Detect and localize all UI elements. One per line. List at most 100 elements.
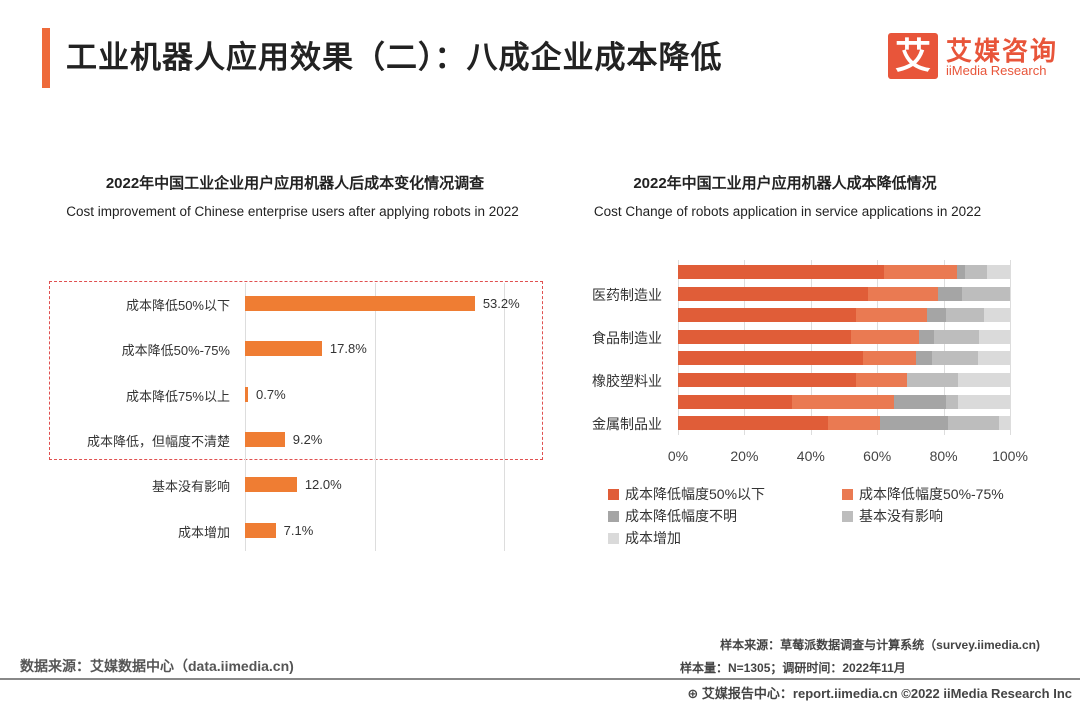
- gridline: [744, 260, 746, 435]
- right-chart-title: 2022年中国工业用户应用机器人成本降低情况: [633, 175, 937, 192]
- bar-segment: [957, 373, 1010, 387]
- data-label: 7.1%: [283, 522, 314, 538]
- bar-segment: [678, 265, 884, 279]
- highlight-box: [49, 281, 543, 460]
- gridline: [943, 260, 945, 435]
- gridline: [1010, 260, 1011, 435]
- bar-segment: [883, 265, 957, 279]
- sample-source: 样本来源：草莓派数据调查与计算系统（survey.iimedia.cn): [720, 638, 1040, 652]
- data-label: 9.2%: [292, 431, 323, 447]
- legend-item: 基本没有影响: [842, 506, 943, 526]
- category-label: 金属制品业: [592, 416, 662, 433]
- x-tick-label: 20%: [730, 448, 759, 464]
- title-accent-bar: [42, 28, 50, 88]
- category-label: 成本降低50%-75%: [121, 343, 230, 359]
- legend-swatch: [842, 488, 853, 500]
- legend-label: 基本没有影响: [859, 508, 943, 524]
- footer-divider: [0, 678, 1080, 680]
- bar-segment: [957, 394, 1010, 409]
- legend-swatch: [608, 488, 619, 500]
- bar-segment: [907, 373, 958, 387]
- x-tick-label: 40%: [796, 448, 825, 464]
- category-label: 基本没有影响: [151, 479, 230, 495]
- bar-segment: [932, 351, 979, 366]
- gridline: [504, 283, 506, 551]
- category-label: 医药制造业: [592, 286, 662, 303]
- page-title: 工业机器人应用效果（二）：八成企业成本降低: [66, 40, 723, 75]
- bar-segment: [678, 286, 868, 301]
- bar: [245, 431, 285, 447]
- bar-segment: [678, 416, 829, 431]
- legend-item: 成本降低幅度50%-75%: [842, 484, 1004, 504]
- x-tick-label: 60%: [863, 448, 892, 464]
- legend-item: 成本降低幅度不明: [608, 506, 737, 526]
- x-tick-label: 0%: [667, 448, 689, 464]
- bar-segment: [678, 351, 863, 366]
- legend-label: 成本降低幅度50%以下: [625, 486, 766, 502]
- bar-segment: [919, 329, 934, 344]
- bar: [245, 296, 475, 311]
- bar-segment: [961, 286, 1010, 301]
- bar-segment: [945, 394, 958, 409]
- copyright-text: 艾媒报告中心：report.iimedia.cn ©2022 iiMedia R…: [701, 686, 1072, 701]
- category-label: 成本降低50%以下: [125, 298, 230, 313]
- data-label: 0.7%: [256, 386, 286, 402]
- category-label: 食品制造业: [592, 329, 662, 346]
- bar: [245, 477, 297, 493]
- bar-segment: [947, 416, 1000, 431]
- bar-segment: [964, 265, 988, 279]
- x-tick-label: 100%: [992, 448, 1028, 464]
- bar-segment: [862, 351, 917, 366]
- bar-segment: [999, 416, 1010, 431]
- bar-segment: [851, 329, 920, 344]
- gridline: [374, 283, 376, 551]
- bar-segment: [927, 308, 946, 323]
- bar-segment: [956, 265, 965, 279]
- bar-segment: [933, 329, 980, 344]
- right-chart-subtitle: Cost Change of robots application in ser…: [593, 204, 982, 219]
- legend-swatch: [608, 532, 619, 544]
- bar-segment: [893, 394, 946, 409]
- bar-segment: [678, 329, 852, 344]
- gridline: [810, 260, 812, 435]
- copyright: ⊕ 艾媒报告中心：report.iimedia.cn ©2022 iiMedia…: [687, 683, 1072, 702]
- data-source: 数据来源：艾媒数据中心（data.iimedia.cn): [20, 658, 294, 674]
- bar-segment: [987, 265, 1010, 279]
- bar-segment: [978, 351, 1010, 366]
- logo-text: 艾媒咨询: [946, 36, 1059, 66]
- logo-icon: 艾: [888, 33, 938, 79]
- bar: [245, 341, 322, 357]
- bar-segment: [979, 329, 1010, 344]
- category-label: 橡胶塑料业: [592, 373, 662, 389]
- category-label: 成本增加: [177, 524, 230, 540]
- gridline: [245, 283, 246, 551]
- bar-segment: [937, 286, 962, 301]
- gridline: [678, 260, 679, 435]
- bar: [245, 386, 249, 402]
- logo-subtext: iiMedia Research: [946, 63, 1047, 78]
- category-label: 成本降低，但幅度不清楚: [86, 433, 230, 449]
- bar-segment: [791, 394, 894, 409]
- bar-segment: [867, 286, 938, 301]
- left-chart-subtitle: Cost improvement of Chinese enterprise u…: [66, 204, 519, 219]
- bar-segment: [678, 308, 856, 323]
- bar-segment: [984, 308, 1010, 323]
- bar-segment: [855, 308, 927, 323]
- legend-item: 成本降低幅度50%以下: [608, 484, 765, 504]
- bar-segment: [916, 351, 933, 366]
- bar-segment: [828, 416, 880, 431]
- globe-icon: ⊕: [687, 686, 702, 701]
- bar-segment: [855, 373, 908, 387]
- data-label: 17.8%: [329, 341, 367, 357]
- data-label: 53.2%: [482, 296, 520, 311]
- left-chart-title: 2022年中国工业企业用户应用机器人后成本变化情况调查: [105, 175, 485, 192]
- legend-label: 成本降低幅度不明: [625, 508, 737, 524]
- gridline: [877, 260, 879, 435]
- legend-swatch: [608, 510, 619, 522]
- sample-size: 样本量：N=1305；调研时间：2022年11月: [680, 661, 906, 675]
- bar-segment: [945, 308, 985, 323]
- bar: [245, 522, 276, 538]
- category-label: 成本降低75%以上: [125, 388, 230, 404]
